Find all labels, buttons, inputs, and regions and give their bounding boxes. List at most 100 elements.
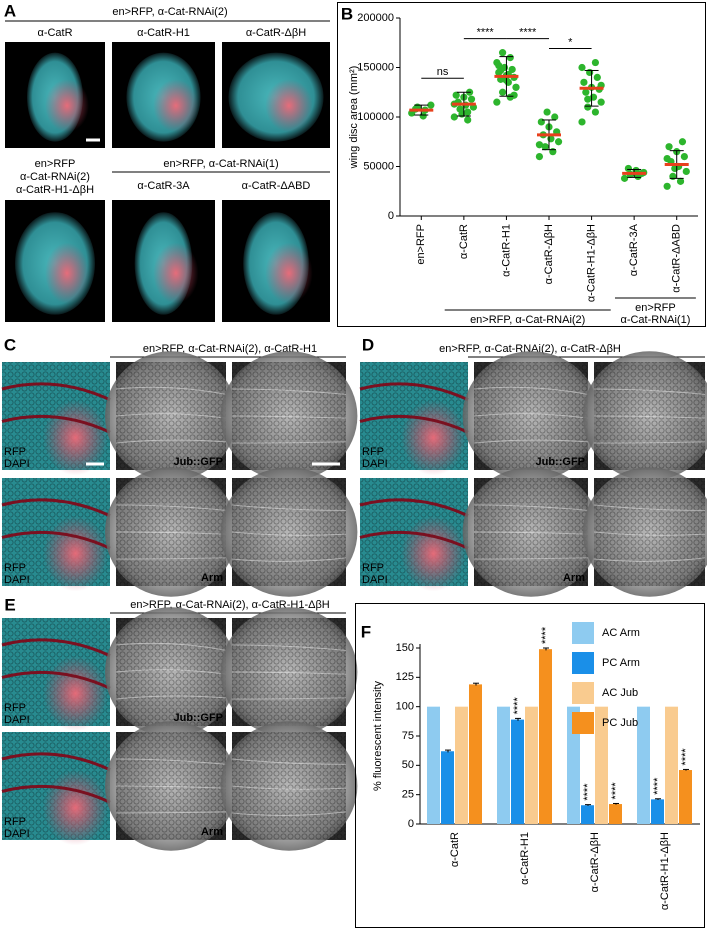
stain-label: Jub::GFP	[536, 456, 586, 468]
micrograph-fold	[115, 504, 227, 511]
x-tick-label: α-CatR	[458, 224, 470, 259]
micrograph-fold	[231, 557, 347, 562]
micrograph-fold	[359, 498, 469, 518]
y-tick-label: 0	[408, 818, 414, 830]
data-point	[597, 98, 605, 106]
data-point	[452, 91, 460, 99]
bar	[679, 770, 692, 824]
y-tick-label: 50000	[363, 160, 394, 172]
image-label: α-CatR-H1	[137, 27, 190, 39]
y-tick-label: 25	[402, 789, 414, 801]
micrograph-fold	[593, 504, 706, 511]
micrograph-fold	[1, 670, 111, 690]
image-label: α-CatR-H1-ΔβH	[16, 184, 94, 196]
x-tick-label: α-CatR-H1-ΔβH	[585, 224, 597, 302]
x-tick-label: α-CatR-H1	[500, 224, 512, 277]
panel-letter: C	[4, 335, 16, 354]
data-point	[464, 116, 472, 124]
legend-swatch	[572, 652, 594, 674]
image-label: α-CatR-3A	[137, 180, 190, 192]
data-point	[495, 61, 503, 70]
stain-label: DAPI	[4, 714, 30, 726]
data-point	[680, 153, 688, 161]
micrograph-fold	[593, 415, 706, 419]
micrograph-fold	[231, 785, 347, 790]
data-point	[506, 54, 514, 62]
legend-label: AC Arm	[602, 627, 640, 639]
bar	[455, 706, 468, 824]
stain-label: DAPI	[362, 458, 388, 470]
micrograph-fold	[115, 758, 227, 765]
data-point	[663, 154, 671, 163]
micrograph-cells	[594, 478, 705, 586]
micrograph-fold	[473, 504, 589, 511]
micrograph-fold	[359, 382, 469, 402]
micrograph-fold	[593, 441, 706, 444]
data-point	[578, 118, 586, 126]
micrograph-fold	[473, 557, 589, 560]
bar	[637, 706, 650, 824]
image-label: α-Cat-RNAi(2)	[20, 171, 90, 183]
stain-label: Arm	[563, 572, 585, 584]
micrograph-fold	[231, 811, 347, 816]
y-tick-label: 200000	[357, 12, 394, 24]
bar	[427, 706, 440, 824]
image-label: en>RFP	[35, 158, 76, 170]
stain-label: RFP	[362, 446, 384, 458]
data-point	[458, 110, 466, 118]
data-point	[554, 138, 563, 146]
stain-label: Jub::GFP	[174, 456, 224, 468]
image-label: α-CatR	[37, 27, 72, 39]
data-point	[498, 88, 507, 96]
micrograph-fold	[1, 784, 111, 804]
micrograph-fold	[359, 530, 469, 550]
stain-label: DAPI	[4, 458, 30, 470]
micrograph-fold	[231, 504, 347, 511]
bar	[511, 719, 524, 824]
bar	[651, 799, 664, 824]
panel-letter: D	[362, 335, 374, 354]
x-tick-label: α-CatR-ΔABD	[671, 224, 683, 293]
micrograph-rfp	[401, 399, 466, 476]
micrograph-fold	[115, 785, 227, 789]
micrograph-fold	[231, 644, 347, 651]
data-point	[510, 91, 518, 99]
micrograph-fold	[231, 697, 347, 700]
stain-label: RFP	[4, 816, 26, 828]
stain-label: Arm	[201, 826, 223, 838]
micrograph-fold	[115, 386, 227, 395]
micrograph-rfp	[43, 655, 108, 732]
significance-label: ****	[519, 27, 537, 39]
data-point	[498, 49, 507, 57]
micrograph-rfp	[153, 79, 199, 133]
micrograph-rfp	[43, 515, 108, 592]
legend-label: PC Jub	[602, 717, 638, 729]
data-point	[665, 143, 673, 151]
micrograph-fold	[593, 531, 706, 536]
micrograph-rfp	[265, 242, 313, 304]
bar	[539, 649, 552, 824]
x-tick-label: α-CatR-3A	[628, 223, 640, 276]
x-tick-label: α-CatR-ΔβH	[543, 224, 555, 284]
legend-label: AC Jub	[602, 687, 638, 699]
panel-frame	[355, 603, 705, 928]
data-point	[620, 174, 629, 182]
data-point	[464, 108, 472, 116]
significance-label: *	[568, 36, 573, 48]
micrograph-fold	[1, 382, 111, 402]
data-point	[549, 148, 557, 156]
significance-label: ****	[610, 782, 622, 800]
micrograph-fold	[473, 413, 589, 419]
data-point	[591, 58, 600, 67]
legend-swatch	[572, 712, 594, 734]
bar	[665, 706, 678, 824]
micrograph-fold	[1, 752, 111, 772]
x-tick-label: α-CatR-H1-ΔβH	[659, 832, 671, 910]
panel-letter: E	[4, 595, 15, 614]
data-point	[582, 88, 590, 96]
data-point	[676, 177, 685, 185]
data-point	[584, 103, 592, 111]
micrograph-fold	[1, 530, 111, 550]
